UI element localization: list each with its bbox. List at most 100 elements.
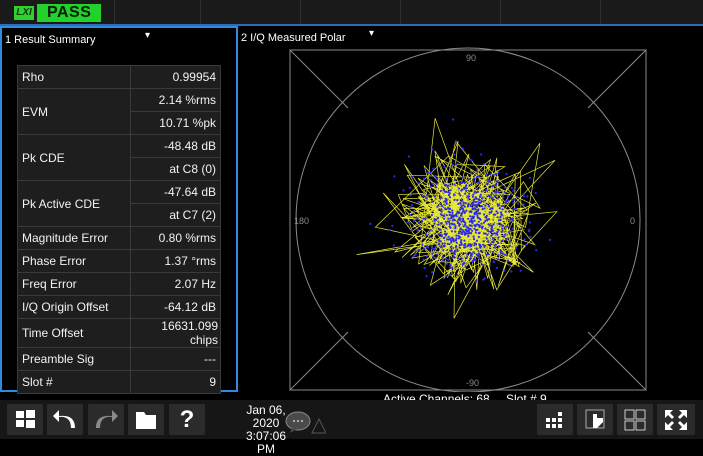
symbol-point [429,229,432,232]
zoom-window-button[interactable] [657,404,695,435]
row-value: 16631.099 chips [130,318,221,348]
symbol-point [465,189,468,192]
row-value: 9 [130,370,221,394]
symbol-point [466,226,469,229]
iq-polar-window[interactable]: 2 I/Q Measured Polar ▾ 90 180 0 -90 [238,26,703,392]
symbol-point [443,242,446,245]
symbol-point [491,233,494,236]
symbol-point [470,159,473,162]
symbol-point [410,203,413,206]
symbol-point [511,198,514,201]
symbol-point [507,231,510,234]
symbol-point [522,192,525,195]
symbol-point [468,210,471,213]
symbol-point [477,220,480,223]
symbol-point [452,240,455,243]
symbol-point [444,230,447,233]
symbol-point [431,182,434,185]
row-label: Rho [17,65,131,89]
symbol-point [473,258,476,262]
redo-button[interactable] [88,404,124,435]
symbol-point [458,244,461,247]
iq-polar-dropdown-icon[interactable]: ▾ [369,28,375,39]
symbol-point [437,216,440,219]
symbol-point [508,244,511,247]
message-button[interactable] [284,409,327,435]
symbol-point [469,257,472,260]
help-button[interactable]: ? [169,404,205,435]
symbol-point [412,219,415,223]
windows-start-button[interactable] [7,404,43,435]
symbol-point [456,274,459,277]
symbol-point [509,218,512,221]
symbol-point [452,251,455,254]
symbol-point [493,194,496,197]
symbol-point [458,218,461,222]
symbol-point [450,166,453,169]
result-summary-window[interactable]: 1 Result Summary ▾ Rho 0.99954 EVM 2.14 … [0,26,238,394]
symbol-point [528,228,531,231]
symbol-point [434,245,437,248]
symbol-point [490,211,493,214]
layout-button[interactable] [537,404,573,435]
iq-polar-title[interactable]: 2 I/Q Measured Polar [241,32,346,44]
symbol-point [497,222,500,225]
symbol-point [422,258,425,261]
symbol-point [449,237,452,240]
symbol-point [448,196,452,199]
symbol-point [492,173,495,176]
symbol-point [440,210,443,213]
symbol-point [436,205,439,208]
symbol-point [462,225,465,228]
symbol-point [501,239,504,242]
result-summary-title[interactable]: 1 Result Summary [5,34,96,46]
symbol-point [434,175,437,178]
symbol-point [443,200,446,203]
symbol-point [496,212,499,215]
symbol-point [444,257,447,260]
symbol-point [455,215,458,218]
symbol-point [511,227,514,230]
symbol-point [500,252,503,255]
touch-button[interactable] [577,404,613,435]
symbol-point [424,217,427,221]
multi-window-button[interactable] [617,404,653,435]
windows-icon [16,410,35,428]
symbol-point [458,246,461,249]
symbol-point [492,184,495,187]
symbol-point [454,225,457,228]
symbol-point [431,148,434,151]
symbol-point [501,252,504,255]
table-row: at C7 (2) [18,203,221,227]
symbol-point [504,233,507,236]
symbol-point [489,173,492,176]
redo-icon [96,410,118,428]
undo-button[interactable] [47,404,83,435]
symbol-point [444,183,447,187]
symbol-point [450,249,453,252]
symbol-point [497,254,500,257]
symbol-point [475,197,478,200]
file-button[interactable] [128,404,164,435]
touch-icon [585,409,605,429]
symbol-point [445,222,448,225]
symbol-point [464,252,467,255]
table-row: 10.71 %pk [18,111,221,135]
symbol-point [455,234,458,237]
symbol-point [501,214,504,217]
clock-date: Jan 06, 2020 [246,403,286,430]
symbol-point [440,203,443,206]
symbol-point [445,232,448,235]
symbol-point [457,187,461,190]
symbol-point [445,202,448,205]
symbol-point [503,269,506,272]
table-row: Phase Error 1.37 °rms [17,249,221,273]
symbol-point [392,244,395,247]
symbol-point [422,177,426,180]
result-summary-dropdown-icon[interactable]: ▾ [145,30,151,41]
symbol-point [455,163,458,166]
symbol-point [439,189,442,193]
symbol-point [475,280,478,283]
symbol-point [473,212,476,215]
symbol-point [465,256,468,259]
